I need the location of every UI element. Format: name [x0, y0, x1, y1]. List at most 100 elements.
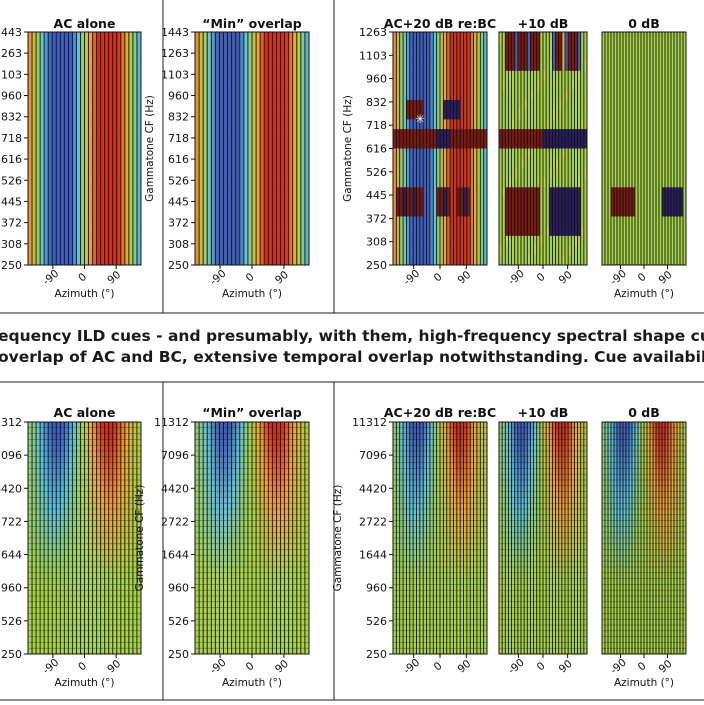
- heatmap-cell: [641, 80, 645, 91]
- heatmap-cell: [463, 138, 468, 149]
- heatmap-cell: [300, 51, 306, 62]
- heatmap-cell: [124, 445, 130, 452]
- heatmap-cell: [483, 245, 488, 256]
- heatmap-cell: [124, 226, 130, 237]
- heatmap-cell: [561, 197, 566, 208]
- heatmap-cell: [674, 109, 678, 120]
- heatmap-cell: [40, 613, 45, 620]
- heatmap-cell: [650, 177, 654, 188]
- heatmap-cell: [470, 235, 474, 246]
- heatmap-cell: [44, 216, 49, 227]
- heatmap-cell: [120, 572, 126, 579]
- heatmap-cell: [52, 503, 57, 510]
- heatmap-cell: [32, 235, 37, 246]
- heatmap-cell: [552, 51, 556, 62]
- heatmap-cell: [96, 642, 101, 649]
- heatmap-cell: [574, 61, 578, 72]
- heatmap-cell: [623, 177, 627, 188]
- heatmap-cell: [517, 167, 522, 178]
- heatmap-cell: [108, 80, 114, 91]
- heatmap-cell: [112, 596, 118, 603]
- heatmap-cell: [436, 51, 441, 62]
- heatmap-cell: [296, 109, 302, 120]
- heatmap-cell: [555, 61, 560, 72]
- heatmap-cell: [641, 206, 645, 217]
- heatmap-cell: [60, 526, 65, 533]
- heatmap-cell: [644, 216, 648, 227]
- heatmap-cell: [60, 491, 65, 498]
- heatmap-cell: [433, 90, 437, 101]
- heatmap-cell: [124, 187, 130, 198]
- heatmap-cell: [52, 439, 57, 446]
- heatmap-cell: [617, 70, 621, 81]
- heatmap-cell: [252, 61, 257, 72]
- heatmap-cell: [247, 255, 253, 266]
- heatmap-cell: [56, 445, 61, 452]
- heatmap-cell: [219, 187, 224, 198]
- heatmap-cell: [629, 32, 633, 43]
- heatmap-cell: [499, 32, 503, 43]
- heatmap-cell: [195, 520, 200, 527]
- heatmap-cell: [608, 32, 612, 43]
- heatmap-cell: [199, 90, 204, 101]
- heatmap-cell: [84, 138, 89, 149]
- heatmap-cell: [199, 70, 204, 81]
- heatmap-cell: [36, 433, 41, 440]
- heatmap-cell: [72, 32, 77, 43]
- heatmap-cell: [543, 80, 547, 91]
- heatmap-cell: [64, 601, 69, 608]
- heatmap-cell: [450, 80, 454, 91]
- heatmap-cell: [48, 526, 53, 533]
- heatmap-cell: [406, 187, 411, 198]
- heatmap-cell: [470, 32, 474, 43]
- heatmap-cell: [571, 255, 575, 266]
- heatmap-cell: [583, 148, 588, 159]
- heatmap-cell: [72, 567, 77, 574]
- heatmap-cell: [483, 32, 488, 43]
- heatmap-cell: [203, 99, 208, 110]
- heatmap-cell: [617, 119, 621, 130]
- heatmap-cell: [88, 538, 93, 545]
- heatmap-cell: [403, 80, 407, 91]
- heatmap-cell: [84, 433, 89, 440]
- heatmap-cell: [72, 549, 77, 556]
- heatmap-cell: [543, 167, 547, 178]
- heatmap-cell: [60, 474, 65, 481]
- heatmap-cell: [112, 543, 118, 550]
- heatmap-cell: [48, 578, 53, 585]
- heatmap-cell: [88, 138, 93, 149]
- heatmap-cell: [256, 235, 261, 246]
- heatmap-cell: [72, 462, 77, 469]
- y-tick-label: 960: [366, 73, 387, 86]
- heatmap-cell: [546, 245, 550, 256]
- heatmap-cell: [203, 567, 208, 574]
- heatmap-cell: [64, 197, 69, 208]
- heatmap-cell: [120, 226, 126, 237]
- heatmap-cell: [48, 468, 53, 475]
- heatmap-cell: [199, 532, 204, 539]
- heatmap-cell: [617, 41, 621, 52]
- heatmap-cell: [403, 235, 407, 246]
- heatmap-cell: [608, 148, 612, 159]
- heatmap-cell: [100, 636, 105, 643]
- heatmap-cell: [227, 138, 232, 149]
- heatmap-cell: [195, 99, 200, 110]
- heatmap-cell: [483, 216, 488, 227]
- heatmap-cell: [92, 584, 97, 591]
- heatmap-cell: [292, 61, 298, 72]
- heatmap-cell: [533, 41, 538, 52]
- heatmap-cell: [641, 70, 645, 81]
- heatmap-cell: [104, 226, 110, 237]
- heatmap-cell: [44, 607, 49, 614]
- heatmap-cell: [116, 642, 122, 649]
- heatmap-cell: [292, 158, 298, 169]
- heatmap-cell: [48, 584, 53, 591]
- heatmap-cell: [436, 138, 441, 149]
- heatmap-cell: [680, 206, 684, 217]
- heatmap-cell: [571, 167, 575, 178]
- y-tick-label: 832: [168, 111, 189, 124]
- heatmap-cell: [549, 41, 553, 52]
- heatmap-cell: [116, 613, 122, 620]
- heatmap-cell: [40, 187, 45, 198]
- heatmap-cell: [219, 32, 224, 43]
